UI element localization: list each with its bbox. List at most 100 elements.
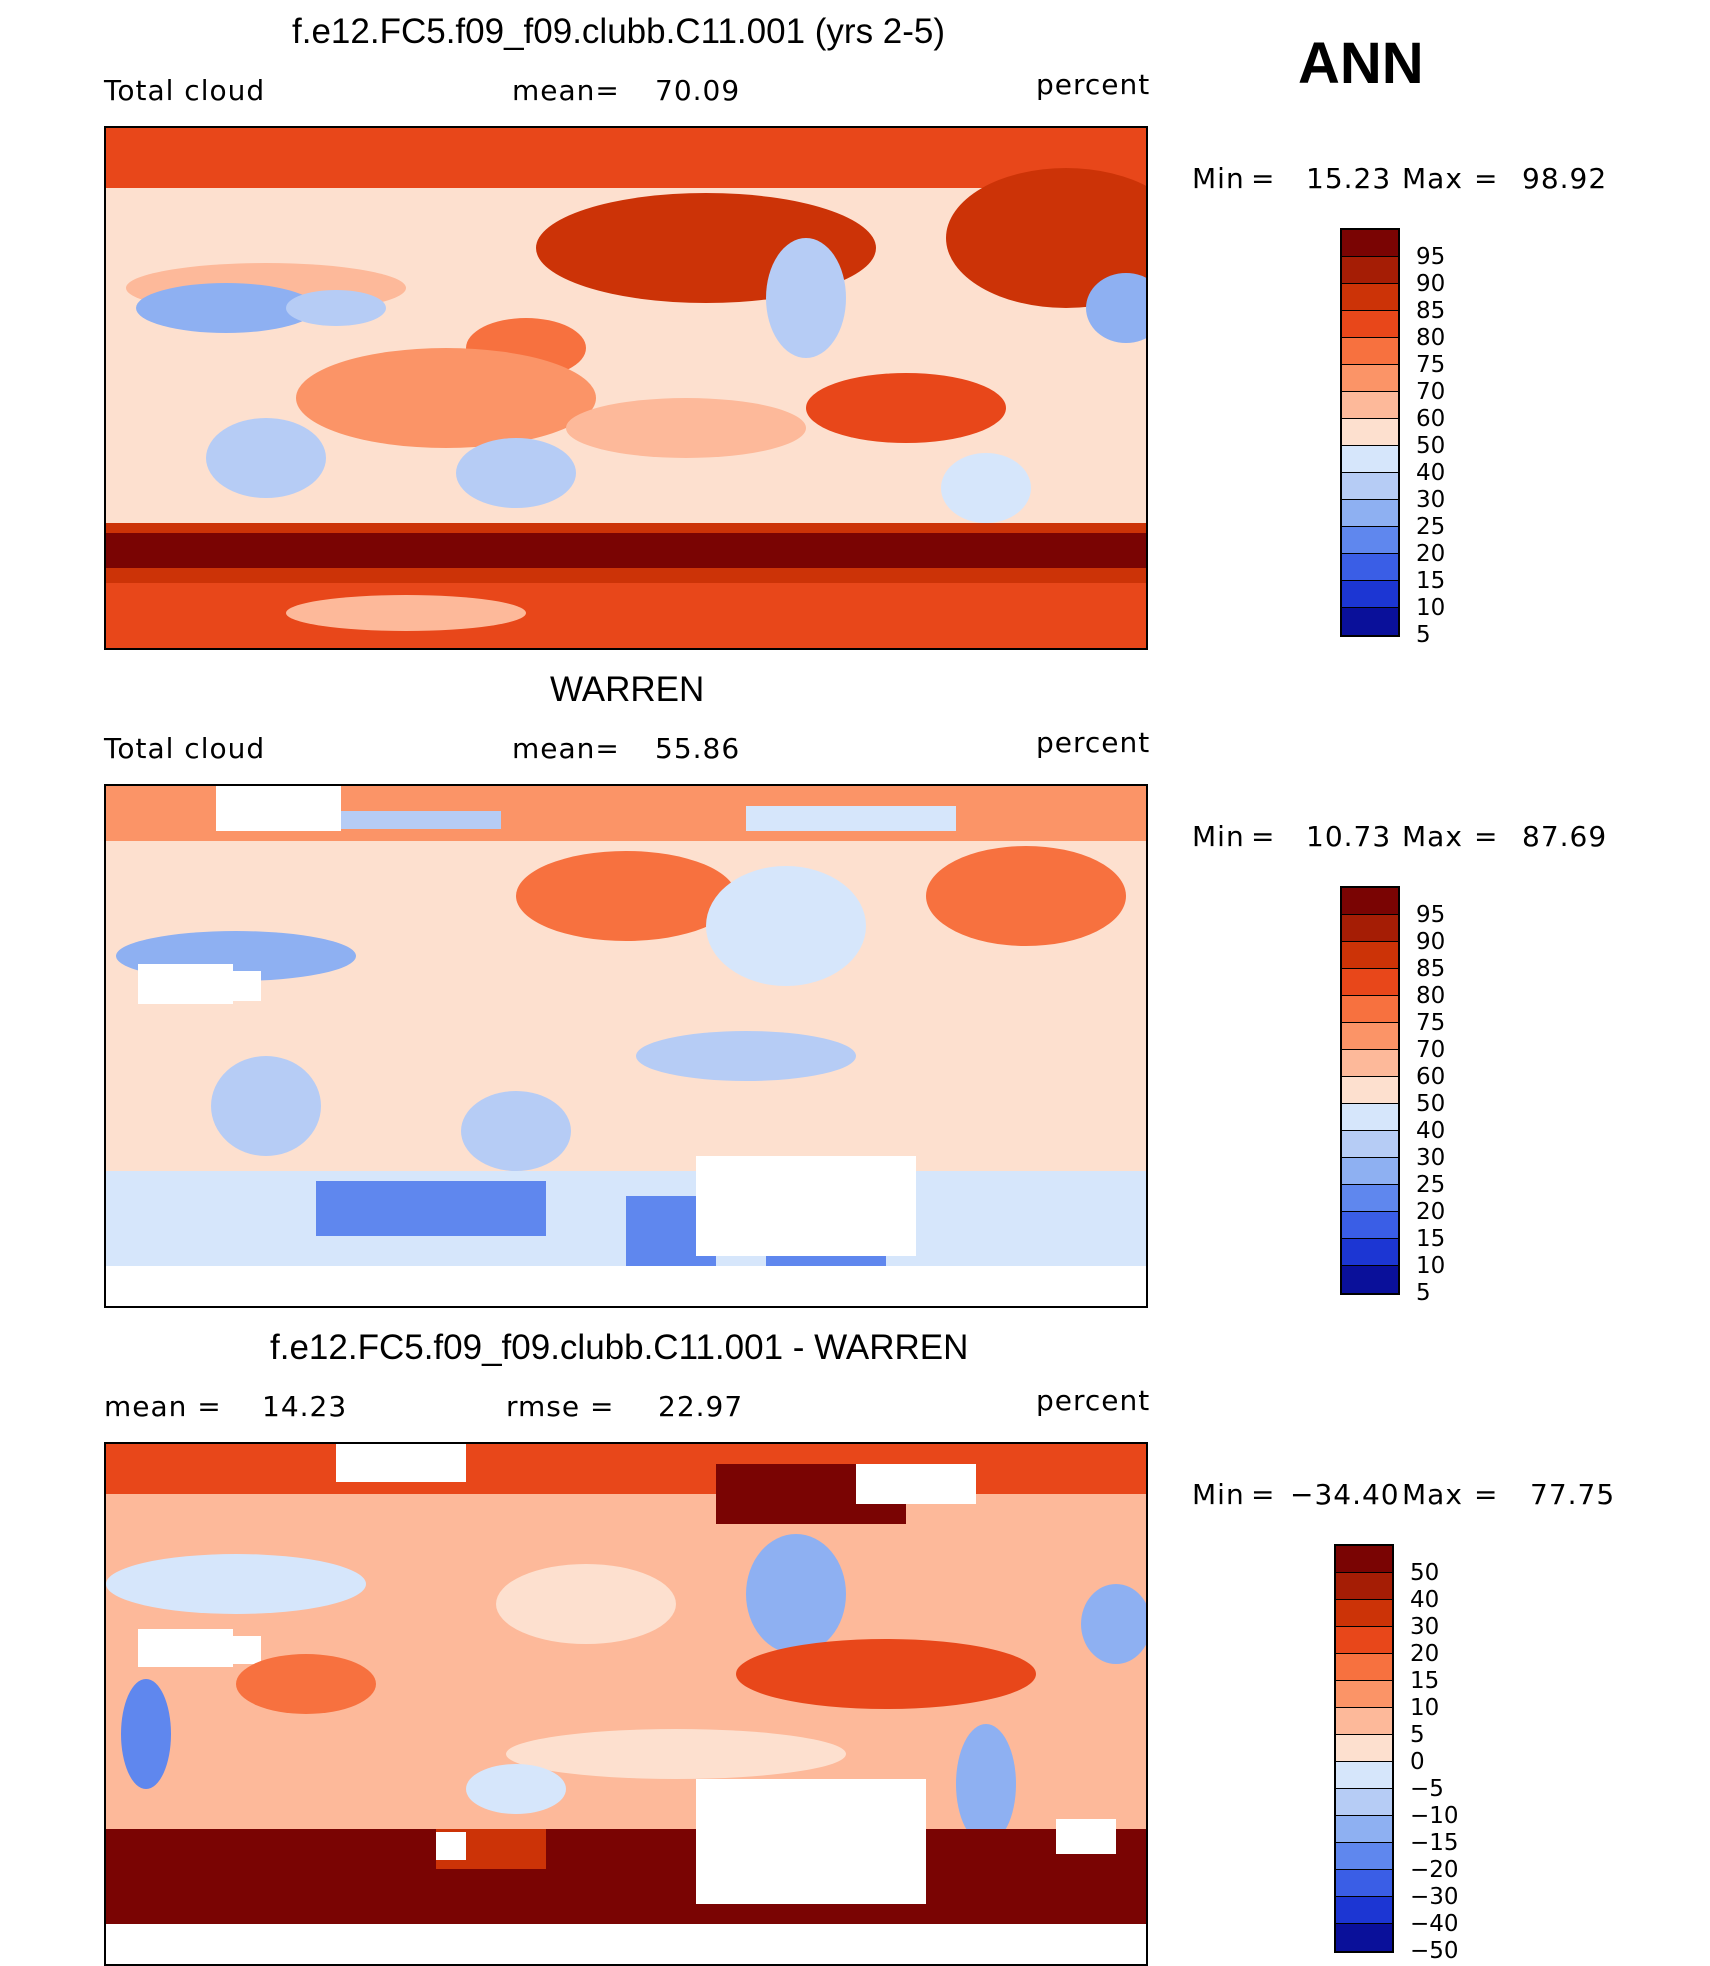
panel-2-units: percent (1036, 726, 1151, 759)
colorbar-swatch (1336, 1735, 1392, 1762)
colorbar-swatch (1342, 554, 1398, 581)
colorbar-swatch (1336, 1600, 1392, 1627)
colorbar-tick-label: 60 (1416, 406, 1446, 432)
panel-3-mean-value: 14.23 (262, 1390, 348, 1423)
colorbar-tick-label: 20 (1416, 1199, 1446, 1225)
colorbar-tick-label: 90 (1416, 271, 1446, 297)
colorbar-tick-label: 40 (1416, 1118, 1446, 1144)
colorbar-swatch (1342, 608, 1398, 635)
panel-2-max-equals: = (1474, 820, 1499, 853)
colorbar-tick-label: 20 (1416, 541, 1446, 567)
panel-1-max-label: Max (1402, 162, 1463, 195)
panel-3-max-label: Max (1402, 1478, 1463, 1511)
colorbar-swatch (1336, 1654, 1392, 1681)
colorbar-swatch (1336, 1843, 1392, 1870)
colorbar-tick-label: 25 (1416, 1172, 1446, 1198)
colorbar-tick-label: 25 (1416, 514, 1446, 540)
panel-1-colorbar-swatches (1340, 228, 1400, 637)
panel-3-max-equals: = (1474, 1478, 1499, 1511)
colorbar-tick-label: 30 (1410, 1614, 1440, 1640)
panel-1-max-value: 98.92 (1522, 162, 1608, 195)
panel-1-min-equals: = (1251, 162, 1276, 195)
colorbar-tick-label: 40 (1410, 1587, 1440, 1613)
colorbar-tick-label: 90 (1416, 929, 1446, 955)
colorbar-swatch (1336, 1870, 1392, 1897)
colorbar-swatch (1342, 1131, 1398, 1158)
panel-2-max-label: Max (1402, 820, 1463, 853)
panel-1-title: f.e12.FC5.f09_f09.clubb.C11.001 (yrs 2-5… (292, 12, 946, 51)
panel-2-min-value: 10.73 (1306, 820, 1392, 853)
colorbar-swatch (1336, 1627, 1392, 1654)
colorbar-swatch (1342, 473, 1398, 500)
colorbar-tick-label: 10 (1416, 1253, 1446, 1279)
colorbar-tick-label: 0 (1410, 1749, 1425, 1775)
colorbar-swatch (1342, 527, 1398, 554)
colorbar-swatch (1342, 1077, 1398, 1104)
colorbar-swatch (1342, 581, 1398, 608)
colorbar-tick-label: 40 (1416, 460, 1446, 486)
panel-1-map-field (106, 128, 1146, 648)
colorbar-tick-label: 50 (1416, 1091, 1446, 1117)
panel-3-max-value: 77.75 (1530, 1478, 1616, 1511)
colorbar-swatch (1336, 1789, 1392, 1816)
colorbar-tick-label: −10 (1410, 1803, 1459, 1829)
colorbar-swatch (1342, 915, 1398, 942)
colorbar-swatch (1342, 1023, 1398, 1050)
panel-2-mean-label: mean= (512, 732, 620, 765)
panel-1-mean-label: mean= (512, 74, 620, 107)
colorbar-swatch (1336, 1762, 1392, 1789)
panel-1-min-value: 15.23 (1306, 162, 1392, 195)
panel-3-rmse-value: 22.97 (658, 1390, 744, 1423)
panel-2-min-label: Min (1192, 820, 1245, 853)
colorbar-swatch (1342, 257, 1398, 284)
panel-3-mean-label: mean = (104, 1390, 222, 1423)
colorbar-swatch (1342, 419, 1398, 446)
panel-2-map-field (106, 786, 1146, 1306)
colorbar-swatch (1336, 1924, 1392, 1951)
colorbar-swatch (1342, 500, 1398, 527)
colorbar-tick-label: 85 (1416, 298, 1446, 324)
panel-2-variable-label: Total cloud (104, 732, 266, 765)
panel-3-title: f.e12.FC5.f09_f09.clubb.C11.001 - WARREN (270, 1328, 969, 1367)
colorbar-swatch (1342, 1050, 1398, 1077)
colorbar-tick-label: 70 (1416, 1037, 1446, 1063)
panel-2-max-value: 87.69 (1522, 820, 1608, 853)
colorbar-swatch (1336, 1816, 1392, 1843)
colorbar-tick-label: 50 (1416, 433, 1446, 459)
panel-2-map (104, 784, 1148, 1308)
colorbar-tick-label: 10 (1410, 1695, 1440, 1721)
colorbar-tick-label: 15 (1416, 568, 1446, 594)
panel-1-max-equals: = (1474, 162, 1499, 195)
colorbar-tick-label: 80 (1416, 983, 1446, 1009)
colorbar-tick-label: 15 (1416, 1226, 1446, 1252)
colorbar-tick-label: −50 (1410, 1938, 1459, 1964)
colorbar-swatch (1342, 392, 1398, 419)
colorbar-tick-label: −15 (1410, 1830, 1459, 1856)
panel-3-min-equals: = (1251, 1478, 1276, 1511)
panel-1-variable-label: Total cloud (104, 74, 266, 107)
colorbar-swatch (1342, 1239, 1398, 1266)
colorbar-swatch (1342, 1266, 1398, 1293)
colorbar-tick-label: 50 (1410, 1560, 1440, 1586)
season-label: ANN (1298, 31, 1424, 96)
colorbar-tick-label: 5 (1410, 1722, 1425, 1748)
colorbar-swatch (1336, 1573, 1392, 1600)
colorbar-swatch (1342, 365, 1398, 392)
panel-1-mean-value: 70.09 (655, 74, 741, 107)
colorbar-swatch (1336, 1708, 1392, 1735)
colorbar-swatch (1342, 230, 1398, 257)
colorbar-swatch (1342, 311, 1398, 338)
panel-3-map-field (106, 1444, 1146, 1964)
colorbar-tick-label: 10 (1416, 595, 1446, 621)
colorbar-swatch (1342, 1158, 1398, 1185)
colorbar-swatch (1336, 1897, 1392, 1924)
colorbar-tick-label: 70 (1416, 379, 1446, 405)
panel-2-min-equals: = (1251, 820, 1276, 853)
colorbar-tick-label: 20 (1410, 1641, 1440, 1667)
colorbar-swatch (1342, 1104, 1398, 1131)
colorbar-tick-label: 95 (1416, 244, 1446, 270)
panel-1-min-label: Min (1192, 162, 1245, 195)
colorbar-swatch (1342, 969, 1398, 996)
colorbar-tick-label: −20 (1410, 1857, 1459, 1883)
colorbar-tick-label: 5 (1416, 622, 1431, 648)
